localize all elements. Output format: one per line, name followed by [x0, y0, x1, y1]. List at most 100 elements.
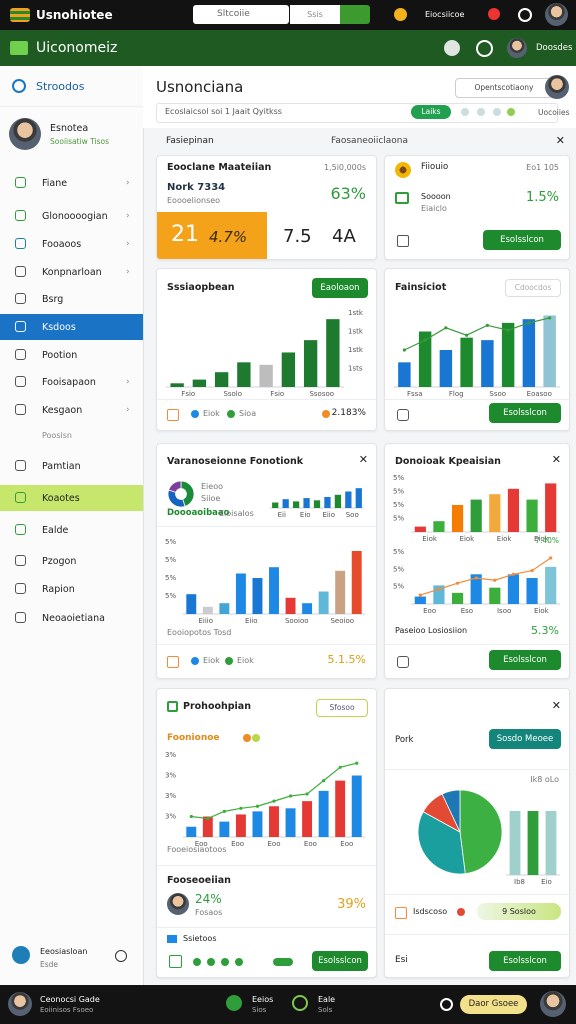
chevron: ›	[126, 178, 130, 188]
bottom-bar: Ceonocsi Gade Eoiinisos Fsoeo Eeios Sios…	[0, 985, 576, 1024]
nav-item[interactable]: Glonoooogian ›	[0, 203, 143, 229]
nav-item[interactable]: Ealde	[0, 517, 143, 543]
action-button[interactable]: Eaoloaon	[312, 278, 368, 298]
card-icon	[397, 656, 409, 668]
search-input[interactable]: Sltcoiie	[193, 5, 289, 24]
nav-item[interactable]: Koaotes	[0, 485, 143, 511]
outline-button[interactable]: Sfosoo	[316, 699, 368, 717]
legend-dot	[243, 734, 251, 742]
caption: Eooiopotos Tosd	[167, 628, 232, 637]
trend-point	[322, 779, 326, 783]
bar	[345, 491, 352, 508]
filter-pill[interactable]: Laiks	[411, 105, 451, 119]
chart-card: Varanoseionne Fonotionk ✕ Eieoo Siioe Ei…	[156, 443, 377, 679]
nav-icon	[10, 41, 28, 55]
close-button[interactable]: ✕	[358, 453, 368, 466]
tab-sub: Sios	[252, 1006, 267, 1014]
toggle[interactable]	[273, 958, 293, 966]
nav-label: Fooaoos	[42, 238, 82, 250]
bottom-icon[interactable]	[440, 998, 453, 1011]
pie-chart	[417, 789, 503, 875]
section-title: Fooseoeiian	[167, 875, 231, 886]
nav-item[interactable]: Konpnarloan ›	[0, 259, 143, 285]
footer-name: Eeosiasloan	[40, 947, 88, 956]
card-icon	[397, 235, 409, 247]
action-button[interactable]: Esolsslcon	[489, 951, 561, 971]
outline-button[interactable]: Cdoocdos	[505, 279, 561, 297]
bar	[186, 826, 197, 837]
section-right: Faosaneoiiclaona	[331, 136, 409, 146]
bar	[282, 499, 289, 508]
header-button[interactable]: Opentscotiaony	[455, 78, 553, 98]
chart-note: 7.40%	[535, 536, 559, 545]
tab-icon[interactable]	[226, 995, 242, 1011]
nav-icon	[15, 404, 26, 415]
divider	[385, 399, 569, 400]
alert-icon[interactable]	[488, 8, 500, 20]
action-button[interactable]: Esolsslcon	[489, 403, 561, 423]
bar	[334, 494, 342, 508]
nav-item[interactable]: Rapion	[0, 576, 143, 602]
bar	[507, 574, 520, 604]
clock-icon[interactable]	[476, 40, 493, 57]
bar	[170, 383, 184, 387]
search-option[interactable]: Ssis	[290, 5, 340, 24]
nav-item[interactable]: Pootion	[0, 342, 143, 368]
divider	[157, 927, 376, 928]
y-axis-label: 5%	[165, 556, 176, 564]
footer-sub: Esde	[40, 960, 59, 969]
close-button[interactable]: ✕	[551, 699, 561, 712]
avatar[interactable]	[545, 75, 569, 99]
bar	[285, 808, 296, 837]
legend-dot	[227, 410, 235, 418]
header: Usnonciana Opentscotiaony Ecoslaicsol so…	[143, 66, 576, 128]
card-icon	[395, 162, 411, 178]
nav-label: Ksdoos	[42, 321, 76, 333]
avatar[interactable]	[545, 3, 568, 26]
bar	[202, 606, 213, 614]
action-button[interactable]: Esolsslcon	[489, 650, 561, 670]
action-button[interactable]: Esolsslcon	[312, 951, 368, 971]
nav-icon[interactable]	[444, 40, 460, 56]
bar	[303, 340, 318, 387]
legend-label: Sioa	[239, 409, 257, 418]
donut-hole	[175, 488, 187, 500]
nav-item[interactable]: Fooaoos ›	[0, 231, 143, 257]
x-axis-label: Eiok	[460, 535, 476, 543]
card-icon	[167, 935, 177, 943]
nav-item[interactable]: Pamtian	[0, 453, 143, 479]
nav-item[interactable]: Neoaoietiana	[0, 605, 143, 631]
y-axis-label: 5%	[393, 565, 404, 573]
x-axis-label: Eiok	[534, 535, 550, 543]
nav-item[interactable]: Bsrg	[0, 286, 143, 312]
x-axis-label: Eoo	[268, 840, 281, 848]
chart-card: Prohoohpian Sfosoo Foonionoe 3% 3% 3% 3% Eoo…	[156, 688, 377, 978]
value-sub: Fosaos	[195, 908, 223, 917]
nav-icon	[15, 555, 26, 566]
nav-item[interactable]: Fiane ›	[0, 170, 143, 196]
tab-label: Eeios	[252, 995, 274, 1004]
kpi-card: Fiiouio Eo1 105 1.5% Soooon Eiaiclo Esol…	[384, 155, 570, 260]
x-axis-label: Eiok	[534, 607, 550, 615]
nav-item[interactable]: Kesgaon ›	[0, 397, 143, 423]
settings-icon[interactable]	[518, 8, 532, 22]
nav-item[interactable]: Fooisapaon ›	[0, 369, 143, 395]
nav-item[interactable]: Poosisn	[0, 422, 143, 448]
card-title: Fiiouio	[421, 162, 449, 172]
close-button[interactable]: ✕	[555, 134, 565, 147]
close-button[interactable]: ✕	[551, 453, 561, 466]
action-button[interactable]: Esolsslcon	[483, 230, 561, 250]
bar-chart: 5% 5% 5% 5% Eiok Eiok Eiok Eiok	[393, 474, 560, 543]
nav-item[interactable]: Ksdoos	[0, 314, 143, 340]
divider	[385, 934, 569, 935]
action-button[interactable]: Sosdo Meoee	[489, 729, 561, 749]
y-axis-label: 5%	[393, 488, 404, 496]
tab-icon[interactable]	[292, 995, 308, 1011]
pie-slice	[180, 480, 195, 507]
bottom-button[interactable]: Daor Gsoee	[460, 995, 527, 1014]
avatar[interactable]	[507, 38, 527, 58]
footer-action[interactable]	[115, 950, 127, 962]
nav-item[interactable]: Pzogon	[0, 548, 143, 574]
search-button[interactable]	[340, 5, 370, 24]
filter-text: Ecoslaicsol soi 1 Jaait Qyitkss	[165, 107, 282, 116]
